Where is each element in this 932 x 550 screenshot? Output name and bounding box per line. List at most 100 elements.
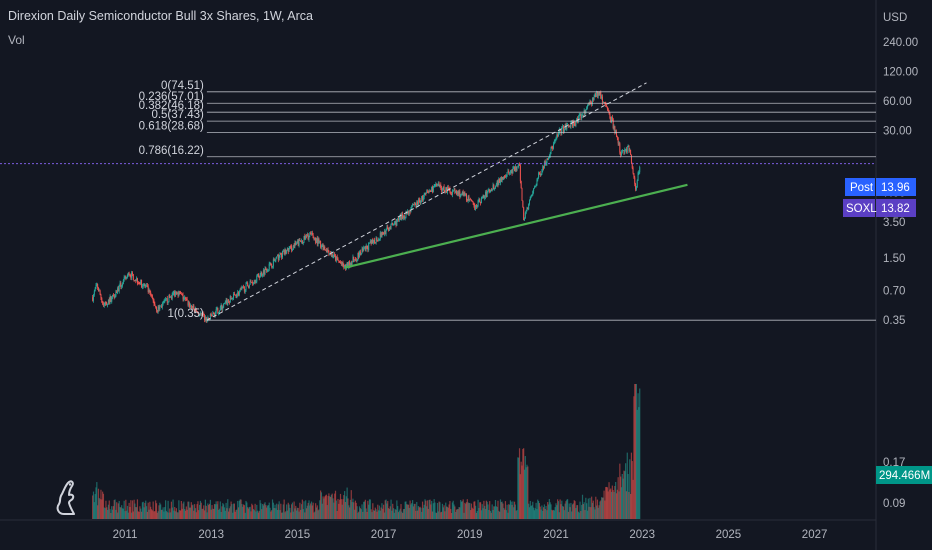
volume-bar bbox=[422, 507, 424, 519]
volume-bar bbox=[534, 508, 536, 519]
volume-bar bbox=[106, 507, 108, 519]
volume-bar bbox=[535, 502, 537, 519]
candle bbox=[524, 217, 526, 221]
volume-bar bbox=[169, 508, 171, 519]
volume-bar bbox=[427, 508, 429, 519]
support-trend-line[interactable] bbox=[344, 183, 688, 269]
volume-bar bbox=[379, 510, 381, 519]
candle bbox=[622, 149, 624, 151]
volume-bar bbox=[298, 511, 300, 519]
volume-bar bbox=[465, 503, 467, 519]
volume-bar bbox=[258, 510, 260, 519]
candle bbox=[436, 183, 438, 187]
volume-bar bbox=[633, 396, 635, 519]
volume-bar bbox=[286, 504, 288, 519]
volume-bar bbox=[590, 507, 592, 519]
volume-bar bbox=[617, 477, 619, 519]
dashed-trend-line[interactable] bbox=[206, 82, 647, 321]
candle bbox=[257, 273, 259, 278]
candle bbox=[122, 282, 124, 288]
volume-bar bbox=[325, 494, 328, 519]
volume-bar bbox=[269, 507, 271, 519]
volume-indicator-label[interactable]: Vol bbox=[8, 33, 25, 47]
candle bbox=[492, 182, 494, 191]
candle bbox=[283, 249, 285, 255]
candle bbox=[183, 296, 185, 302]
candle bbox=[365, 243, 367, 252]
volume-bar bbox=[372, 503, 374, 519]
volume-bar bbox=[160, 509, 163, 519]
candle bbox=[112, 294, 114, 300]
volume-bar bbox=[158, 505, 160, 519]
volume-bar bbox=[284, 512, 286, 519]
volume-bar bbox=[95, 487, 97, 519]
volume-bar bbox=[365, 508, 367, 519]
candle bbox=[444, 189, 446, 194]
volume-bar bbox=[237, 507, 240, 519]
candle bbox=[264, 266, 266, 276]
volume-bar bbox=[506, 504, 508, 519]
candle bbox=[337, 257, 339, 261]
candle bbox=[271, 263, 273, 269]
candle bbox=[232, 297, 234, 301]
candle bbox=[172, 291, 174, 296]
candle bbox=[105, 301, 107, 307]
volume-bar bbox=[137, 511, 139, 519]
candle bbox=[189, 301, 191, 309]
candle bbox=[173, 290, 175, 296]
volume-bar bbox=[484, 505, 486, 519]
candle bbox=[103, 302, 105, 308]
volume-bar bbox=[348, 505, 350, 519]
volume-bar bbox=[436, 512, 438, 519]
volume-bar bbox=[544, 508, 546, 519]
candle bbox=[126, 273, 128, 279]
candle bbox=[166, 295, 168, 305]
volume-bar bbox=[376, 511, 378, 519]
volume-bar bbox=[362, 511, 364, 519]
candle bbox=[568, 125, 570, 128]
candle bbox=[266, 268, 268, 273]
candle bbox=[443, 184, 445, 193]
volume-bar bbox=[310, 503, 312, 519]
candle bbox=[298, 238, 300, 248]
volume-bar bbox=[402, 512, 404, 519]
candle bbox=[612, 117, 614, 130]
candle bbox=[199, 314, 201, 317]
volume-bar bbox=[204, 499, 206, 519]
candle bbox=[475, 204, 477, 211]
volume-bar bbox=[266, 505, 269, 519]
volume-bar bbox=[162, 507, 164, 519]
volume-bar bbox=[450, 512, 453, 519]
volume-bar bbox=[141, 502, 144, 519]
candle bbox=[481, 196, 483, 199]
volume-bar bbox=[170, 501, 173, 519]
candle bbox=[620, 150, 622, 157]
fib-level-label: 0.786(16.22) bbox=[139, 145, 204, 157]
candle bbox=[113, 293, 115, 300]
volume-bar bbox=[381, 503, 383, 519]
volume-bar bbox=[252, 505, 254, 519]
candle bbox=[121, 284, 123, 290]
candle bbox=[439, 184, 441, 189]
volume-bar bbox=[475, 512, 478, 519]
candle bbox=[404, 216, 406, 221]
candle bbox=[555, 136, 557, 142]
candle bbox=[496, 180, 498, 187]
candle bbox=[503, 176, 505, 181]
volume-bar bbox=[189, 507, 191, 519]
tradingview-logo-icon[interactable] bbox=[50, 478, 80, 516]
volume-bar bbox=[388, 508, 391, 519]
candle bbox=[267, 269, 269, 272]
candle bbox=[394, 220, 396, 225]
candle bbox=[348, 261, 350, 270]
candle bbox=[599, 91, 601, 96]
volume-bar bbox=[612, 490, 614, 519]
volume-bar bbox=[460, 499, 462, 519]
candle bbox=[155, 305, 157, 309]
candle bbox=[189, 303, 191, 309]
candle bbox=[306, 232, 308, 237]
candle bbox=[362, 247, 364, 253]
volume-bar bbox=[240, 499, 242, 519]
volume-bar bbox=[554, 507, 556, 519]
